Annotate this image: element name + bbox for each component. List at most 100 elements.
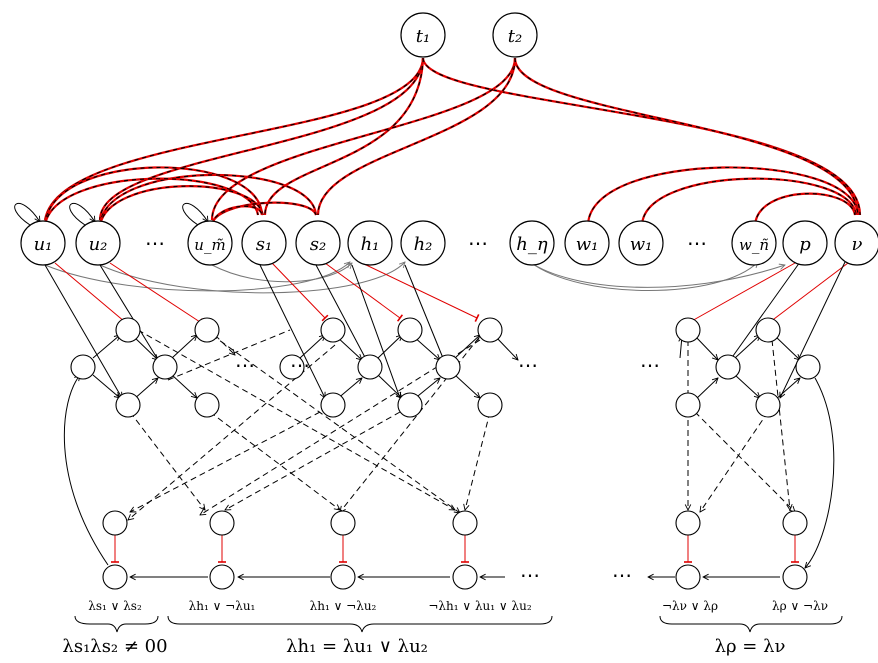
grid-node xyxy=(194,392,220,418)
group-label-1: λs₁λs₂ ≠ 00 xyxy=(62,636,167,657)
grid-node xyxy=(477,392,503,418)
group-labels: λs₁λs₂ ≠ 00 λh₁ = λu₁ ∨ λu₂ λρ = λν xyxy=(62,636,785,657)
node-u-m: u_m̃ xyxy=(187,220,233,266)
grid-node xyxy=(320,317,346,343)
node-s2-label: s₂ xyxy=(310,234,326,255)
node-p: p xyxy=(782,220,828,266)
clause-label-6: λρ ∨ ¬λν xyxy=(772,599,828,613)
grid-node xyxy=(715,354,741,380)
node-h-eta-label: h_η xyxy=(516,234,548,255)
node-w1b-label: w₁ xyxy=(630,234,653,255)
node-p-label: p xyxy=(799,234,811,255)
grid-node xyxy=(279,354,305,380)
clause-node xyxy=(782,510,808,536)
clause-node xyxy=(209,510,235,536)
grid-node xyxy=(477,317,503,343)
node-w1b: w₁ xyxy=(618,220,664,266)
grid-node xyxy=(152,354,178,380)
node-h1-label: h₁ xyxy=(361,234,380,255)
grid-node xyxy=(357,354,383,380)
node-u1: u₁ xyxy=(20,220,66,266)
node-h-eta: h_η xyxy=(509,220,555,266)
clause-node xyxy=(452,510,478,536)
node-h2-label: h₂ xyxy=(414,234,433,255)
grid-node xyxy=(755,317,781,343)
node-u-m-label: u_m̃ xyxy=(194,236,225,254)
grid-ellipses: ⋯ ⋯ ⋯ ⋯ ⋯ ⋯ xyxy=(235,353,660,587)
ellipsis-w: ⋯ xyxy=(687,231,707,255)
ellipsis-u: ⋯ xyxy=(145,231,165,255)
grid-dashed-edges xyxy=(128,325,795,520)
node-u2: u₂ xyxy=(75,220,121,266)
t1-arcs xyxy=(43,57,862,221)
group-label-2: λh₁ = λu₁ ∨ λu₂ xyxy=(286,636,428,657)
ellipsis-chain-2: ⋯ xyxy=(612,563,632,587)
grid-node xyxy=(675,317,701,343)
u-to-s-arcs xyxy=(43,166,318,226)
node-w1a-label: w₁ xyxy=(576,234,599,255)
node-h2: h₂ xyxy=(400,220,446,266)
grid-nodes xyxy=(70,317,821,590)
node-w1a: w₁ xyxy=(564,220,610,266)
ellipsis-grid-3: ⋯ xyxy=(518,353,538,377)
grid-node xyxy=(397,317,423,343)
node-t2-label: t₂ xyxy=(508,26,522,47)
clause-label-3: λh₁ ∨ ¬λu₂ xyxy=(310,599,377,613)
clause-label-1: λs₁ ∨ λs₂ xyxy=(88,599,142,613)
clause-node xyxy=(675,510,701,536)
inhibit-edges-top xyxy=(54,262,849,326)
node-t1-label: t₁ xyxy=(416,26,430,47)
chain-node xyxy=(452,564,478,590)
chain-node xyxy=(675,564,701,590)
clause-node xyxy=(102,510,128,536)
grid-node xyxy=(755,392,781,418)
grid-node xyxy=(675,392,701,418)
grid-node xyxy=(115,317,141,343)
t2-arcs xyxy=(210,57,860,221)
node-s2: s₂ xyxy=(295,220,341,266)
grid-node xyxy=(194,317,220,343)
solid-edges-top xyxy=(44,261,846,398)
grid-node xyxy=(397,392,423,418)
trigger-arcs xyxy=(43,57,862,226)
ellipsis-h: ⋯ xyxy=(468,231,488,255)
node-s1-label: s₁ xyxy=(256,234,272,255)
chain-node xyxy=(209,564,235,590)
clause-label-4: ¬λh₁ ∨ λu₁ ∨ λu₂ xyxy=(428,599,532,613)
node-s1: s₁ xyxy=(241,220,287,266)
grid-node xyxy=(435,354,461,380)
top-nodes: t₁ t₂ u₁ u₂ ⋯ u_m̃ s₁ s₂ h₁ xyxy=(20,12,878,266)
grid-node xyxy=(70,354,96,380)
node-t2: t₂ xyxy=(492,12,538,58)
ellipsis-grid-1: ⋯ xyxy=(235,353,255,377)
node-nu: ν xyxy=(834,220,878,266)
ellipsis-grid-4: ⋯ xyxy=(640,353,660,377)
grid-node xyxy=(115,392,141,418)
clause-label-2: λh₁ ∨ ¬λu₁ xyxy=(189,599,256,613)
node-u2-label: u₂ xyxy=(89,234,108,255)
node-t1: t₁ xyxy=(400,12,446,58)
chain-node xyxy=(102,564,128,590)
grid-node xyxy=(795,354,821,380)
node-w-n: w_ñ xyxy=(731,220,777,266)
node-u1-label: u₁ xyxy=(34,234,53,255)
group-label-3: λρ = λν xyxy=(715,636,786,657)
grid-solid-edges xyxy=(92,335,800,401)
grid-node xyxy=(320,392,346,418)
chain-node xyxy=(782,564,808,590)
clause-node xyxy=(330,510,356,536)
bottom-chain xyxy=(63,375,835,577)
w-to-nu-arcs xyxy=(586,166,860,226)
braces xyxy=(74,615,843,633)
inhibit-edges-bottom xyxy=(111,535,799,563)
node-nu-label: ν xyxy=(852,234,863,255)
clause-labels: λs₁ ∨ λs₂ λh₁ ∨ ¬λu₁ λh₁ ∨ ¬λu₂ ¬λh₁ ∨ λ… xyxy=(88,599,828,613)
self-loops xyxy=(14,202,208,226)
clause-label-5: ¬λν ∨ λρ xyxy=(662,599,718,613)
node-w-n-label: w_ñ xyxy=(739,236,769,254)
node-h1: h₁ xyxy=(347,220,393,266)
chain-node xyxy=(330,564,356,590)
ellipsis-grid-2: ⋯ xyxy=(290,353,310,377)
ellipsis-chain-1: ⋯ xyxy=(520,563,540,587)
